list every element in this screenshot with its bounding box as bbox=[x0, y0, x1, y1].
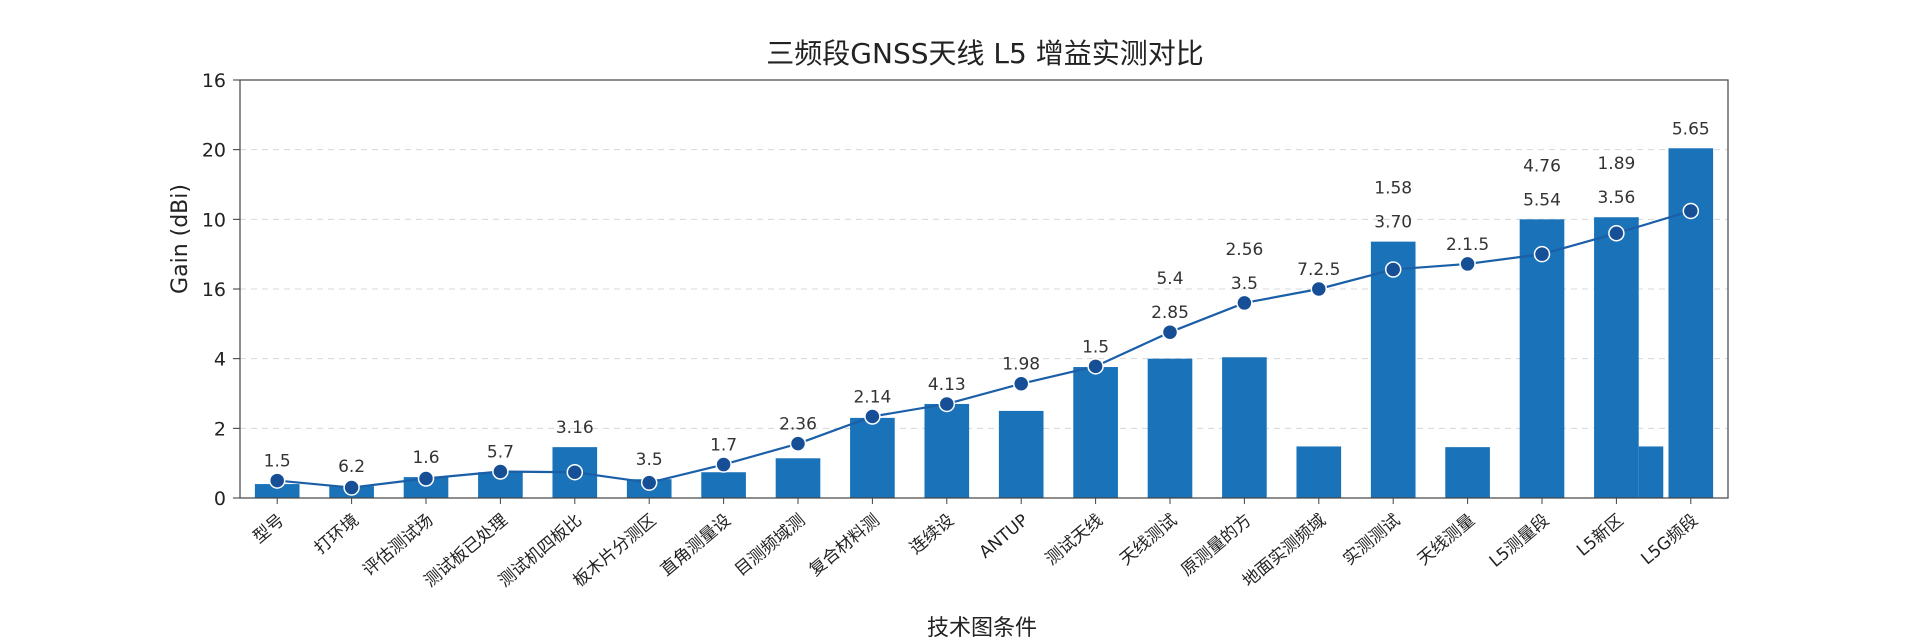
data-label: 1.6 bbox=[412, 448, 439, 468]
line-point bbox=[343, 479, 360, 496]
data-label: 6.2 bbox=[338, 457, 365, 477]
line-point bbox=[1236, 294, 1253, 312]
data-label: 4.13 bbox=[928, 375, 966, 395]
y-tick-label: 16 bbox=[202, 279, 226, 301]
data-label: 4.76 bbox=[1523, 156, 1561, 176]
x-tick-label: 评估测试场 bbox=[359, 511, 437, 581]
line-point bbox=[492, 463, 509, 480]
x-tick-label: L5G频段 bbox=[1637, 511, 1702, 570]
x-tick-label: L5测量段 bbox=[1486, 511, 1553, 572]
x-tick-label: 直角测量设 bbox=[657, 511, 735, 581]
x-tick-label: 测试天线 bbox=[1042, 511, 1107, 570]
data-label: 1.58 bbox=[1374, 179, 1412, 199]
bar bbox=[403, 477, 449, 498]
data-label: 3.70 bbox=[1374, 213, 1412, 233]
bar bbox=[775, 458, 821, 498]
x-tick-label: 打环境 bbox=[311, 511, 363, 559]
line-series bbox=[268, 202, 1700, 496]
bar bbox=[924, 403, 970, 498]
grid-lines bbox=[240, 149, 1728, 429]
bar bbox=[1519, 219, 1565, 499]
bars bbox=[254, 148, 1714, 499]
data-label: 3.5 bbox=[1231, 274, 1258, 294]
line-point bbox=[640, 474, 658, 491]
data-labels: 1.5 6.2 1.6 5.7 3.16 3.5 1.7 2.36 2.14 4.13 1.98 1.… bbox=[264, 119, 1710, 477]
series-line bbox=[277, 209, 1692, 489]
x-tick-label: ANTUP bbox=[976, 511, 1033, 563]
y-axis-label: Gain (dBi) bbox=[168, 184, 193, 294]
x-tick-label: 实测测试 bbox=[1339, 511, 1404, 570]
y-tick-label: 2 bbox=[214, 418, 226, 440]
line-point bbox=[715, 456, 732, 473]
line-point bbox=[1459, 255, 1476, 273]
data-label: 1.5 bbox=[264, 452, 291, 472]
plot-frame bbox=[239, 79, 1729, 499]
line-point bbox=[938, 395, 956, 413]
bar-secondary bbox=[1638, 446, 1664, 498]
x-tick-label: 原测量的方 bbox=[1178, 511, 1256, 581]
bar bbox=[1296, 446, 1342, 498]
y-tick-label: 10 bbox=[202, 209, 226, 231]
bar bbox=[1370, 241, 1416, 499]
data-label: 7.2.5 bbox=[1297, 260, 1340, 280]
chart-title: 三频段GNSS天线 L5 增益实测对比 bbox=[766, 37, 1203, 70]
data-label: 3.5 bbox=[636, 450, 663, 470]
data-label: 3.56 bbox=[1597, 188, 1635, 208]
data-label: 1.89 bbox=[1597, 154, 1635, 174]
line-point bbox=[1533, 245, 1551, 263]
line-point bbox=[1087, 358, 1104, 375]
data-label: 2.36 bbox=[779, 415, 817, 435]
data-label: 2.1.5 bbox=[1446, 235, 1489, 255]
bar bbox=[254, 484, 300, 498]
x-tick-label: L5新区 bbox=[1573, 511, 1627, 561]
x-axis-label: 技术图条件 bbox=[927, 616, 1037, 640]
data-label: 1.7 bbox=[710, 436, 737, 456]
data-label: 1.98 bbox=[1002, 355, 1040, 375]
data-label: 1.5 bbox=[1082, 337, 1109, 357]
data-label: 2.56 bbox=[1225, 240, 1263, 260]
bar bbox=[701, 472, 746, 498]
bar bbox=[850, 417, 895, 498]
data-label: 5.4 bbox=[1156, 269, 1183, 289]
line-point bbox=[268, 472, 286, 489]
line-point bbox=[1384, 261, 1402, 278]
data-label: 5.7 bbox=[487, 443, 514, 463]
data-label: 2.14 bbox=[853, 387, 891, 407]
data-label: 3.16 bbox=[556, 418, 594, 438]
x-tick-label: 型号 bbox=[250, 511, 289, 548]
bar bbox=[1668, 148, 1714, 499]
y-tick-label: 0 bbox=[214, 488, 226, 510]
bar bbox=[1222, 357, 1267, 498]
line-point bbox=[1608, 225, 1625, 242]
x-tick-label: 连续设 bbox=[906, 511, 958, 559]
x-tick-label: 天线测量 bbox=[1414, 511, 1479, 570]
bar bbox=[1073, 367, 1118, 498]
bar bbox=[1147, 358, 1193, 498]
y-tick-label: 20 bbox=[202, 140, 226, 162]
data-label: 5.54 bbox=[1523, 190, 1561, 210]
bar bbox=[998, 410, 1044, 498]
data-label: 2.85 bbox=[1151, 303, 1189, 323]
y-tick-label: 16 bbox=[202, 70, 226, 92]
data-label: 5.65 bbox=[1672, 119, 1710, 139]
line-point bbox=[1682, 202, 1700, 220]
y-tick-label: 4 bbox=[214, 349, 226, 371]
bar bbox=[1445, 447, 1490, 498]
x-tick-label: 复合材料测 bbox=[806, 511, 884, 581]
line-point bbox=[1012, 375, 1030, 392]
x-tick-label: 目测频域测 bbox=[731, 511, 809, 581]
line-point bbox=[1310, 280, 1328, 298]
bar bbox=[1594, 217, 1639, 498]
line-point bbox=[417, 470, 435, 487]
line-point bbox=[566, 463, 584, 481]
line-point bbox=[789, 435, 807, 452]
line-point bbox=[864, 408, 881, 425]
line-point bbox=[1161, 323, 1179, 341]
x-tick-label: 天线测试 bbox=[1116, 511, 1181, 570]
